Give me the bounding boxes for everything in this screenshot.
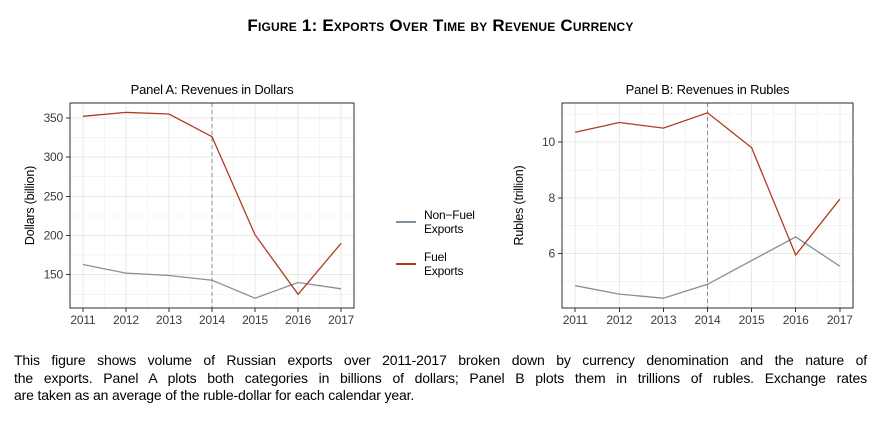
non-fuel-line-swatch xyxy=(396,221,416,223)
y-tick-label: 350 xyxy=(44,111,64,125)
fuel-exports-line xyxy=(575,112,841,257)
figure-caption: This figure shows volume of Russian expo… xyxy=(14,352,867,405)
panel-a-chart: 2011 2012 2013 2014 2015 2016 2017 150 200 250 300… xyxy=(23,82,355,327)
y-tick-label: 10 xyxy=(542,135,555,149)
x-tick-label: 2013 xyxy=(156,313,182,327)
legend-label-non-fuel: Non−Fuel Exports xyxy=(424,208,475,236)
axis-ticks xyxy=(558,141,841,312)
x-tick-label: 2017 xyxy=(328,313,354,327)
y-axis-title: Dollars (billion) xyxy=(23,166,37,245)
caption-line-3: are taken as an average of the ruble-dol… xyxy=(14,387,415,403)
x-tick-label: 2011 xyxy=(563,313,589,327)
x-tick-labels: 2011 2012 2013 2014 2015 2016 2017 xyxy=(563,313,854,327)
legend-label-fuel: Fuel Exports xyxy=(424,250,463,278)
x-tick-label: 2014 xyxy=(695,313,721,327)
y-tick-labels: 150 200 250 300 350 xyxy=(44,111,64,282)
x-tick-label: 2016 xyxy=(783,313,809,327)
non-fuel-exports-line xyxy=(82,263,342,299)
fuel-exports-line xyxy=(82,111,342,296)
caption-line-1: This figure shows volume of Russian expo… xyxy=(14,352,867,368)
legend-label-line2: Exports xyxy=(424,264,464,278)
figure-title: Figure 1: Exports Over Time by Revenue C… xyxy=(247,16,634,35)
axis-ticks xyxy=(66,117,342,312)
y-tick-label: 150 xyxy=(44,268,64,282)
x-tick-label: 2017 xyxy=(827,313,853,327)
y-tick-label: 250 xyxy=(44,189,64,203)
legend-label-line2: Exports xyxy=(424,222,464,236)
y-tick-label: 8 xyxy=(549,191,556,205)
fuel-line-swatch xyxy=(396,263,416,265)
x-tick-label: 2013 xyxy=(650,313,676,327)
panel-title: Panel A: Revenues in Dollars xyxy=(131,82,294,97)
x-tick-label: 2011 xyxy=(70,313,96,327)
y-tick-label: 6 xyxy=(549,247,556,261)
caption-line-2: the exports. Panel A plots both categori… xyxy=(14,369,867,386)
y-tick-label: 300 xyxy=(44,150,64,164)
legend-label-line1: Non−Fuel xyxy=(424,208,475,222)
non-fuel-exports-line xyxy=(575,236,841,299)
x-tick-labels: 2011 2012 2013 2014 2015 2016 2017 xyxy=(70,313,354,327)
panel-title: Panel B: Revenues in Rubles xyxy=(626,82,790,97)
legend: Non−Fuel Exports Fuel Exports xyxy=(396,208,491,292)
y-axis-title: Rubles (trillion) xyxy=(512,165,526,245)
y-tick-labels: 6 8 10 xyxy=(542,135,556,261)
x-tick-label: 2012 xyxy=(113,313,139,327)
legend-entry-fuel: Fuel Exports xyxy=(396,250,491,278)
x-tick-label: 2015 xyxy=(242,313,268,327)
x-tick-label: 2014 xyxy=(199,313,225,327)
legend-label-line1: Fuel xyxy=(424,250,447,264)
x-tick-label: 2015 xyxy=(739,313,765,327)
y-tick-label: 200 xyxy=(44,228,64,242)
legend-entry-non-fuel: Non−Fuel Exports xyxy=(396,208,491,236)
x-tick-label: 2016 xyxy=(285,313,311,327)
x-tick-label: 2012 xyxy=(606,313,632,327)
panel-b-chart: 2011 2012 2013 2014 2015 2016 2017 6 8 10 Panel B:… xyxy=(512,82,854,327)
